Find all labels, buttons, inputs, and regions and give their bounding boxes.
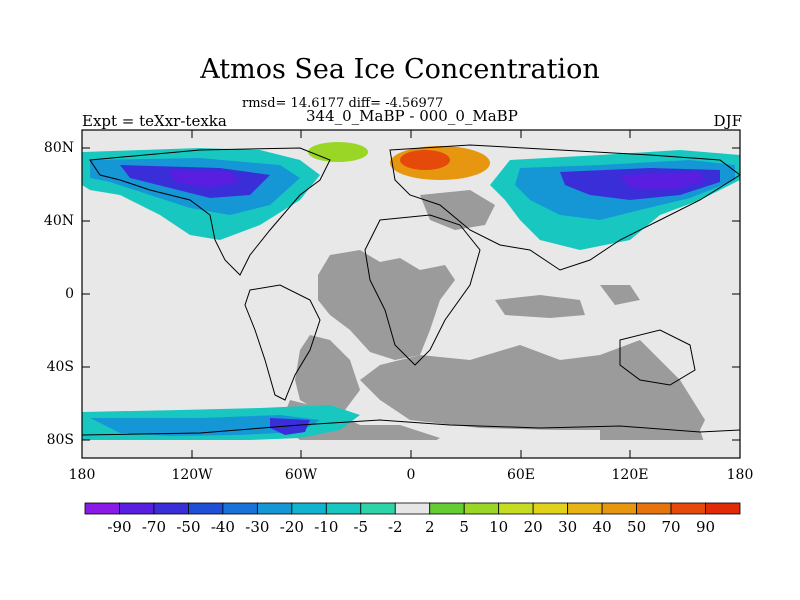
x-tick-label: 0 (406, 467, 416, 483)
colorbar-box (188, 502, 224, 515)
nh-increase-greenland (308, 142, 368, 162)
x-tick-label: 180 (68, 467, 96, 483)
nh-increase-europe-core (400, 150, 450, 170)
sh-band-mid (90, 415, 320, 436)
coast-eurasia (389, 144, 741, 271)
sh-ice-layer (82, 405, 740, 458)
nh-band-deep-east (620, 172, 705, 190)
coast-north-america (89, 147, 331, 276)
period-label: 344_0_MaBP - 000_0_MaBP (306, 107, 518, 125)
chart-title: Atmos Sea Ice Concentration (200, 54, 600, 85)
axis-ticks (81, 130, 741, 458)
nh-band-deep-west (170, 170, 240, 188)
y-tick-label: 0 (65, 286, 74, 302)
x-tick-label: 180 (726, 467, 754, 483)
colorbar-label: 20 (523, 518, 543, 536)
coast-australia (619, 329, 696, 386)
colorbar-box (705, 502, 741, 515)
y-tick-label: 40S (46, 359, 74, 375)
colorbar-box (291, 502, 327, 515)
colorbar-label: -20 (279, 518, 304, 536)
colorbar-label: -50 (176, 518, 201, 536)
colorbar-label: -30 (245, 518, 270, 536)
x-tick-label: 120E (611, 467, 649, 483)
x-tick-label: 60E (506, 467, 536, 483)
x-tick-label: 60W (284, 467, 318, 483)
x-tick-label: 120W (171, 467, 213, 483)
gray-region-india (495, 295, 585, 318)
coastline-layer (81, 144, 741, 436)
colorbar-box (463, 502, 500, 515)
gray-region-southamerica (295, 335, 360, 412)
colorbar-box (325, 502, 362, 515)
experiment-label: Expt = teXxr-texka (82, 112, 227, 130)
colorbar-label: -2 (387, 518, 403, 536)
colorbar-box (153, 502, 189, 515)
colorbar-box (498, 502, 534, 515)
gray-region-indian (360, 340, 705, 430)
colorbar-label: -40 (210, 518, 235, 536)
colorbar-box (394, 502, 431, 515)
colorbar-label: -5 (353, 518, 369, 536)
sh-band-white (82, 440, 740, 458)
coast-south-america (244, 284, 321, 401)
colorbar-label: 40 (592, 518, 612, 536)
colorbar-box (567, 502, 603, 515)
colorbar-box (532, 502, 569, 515)
colorbar-box (84, 502, 120, 515)
colorbar-box (256, 502, 293, 515)
gray-region-asia (420, 190, 495, 230)
y-tick-label: 80S (46, 432, 74, 448)
colorbar-box (636, 502, 672, 515)
colorbar (84, 502, 741, 515)
coast-antarctica (81, 419, 741, 436)
colorbar-label: -70 (141, 518, 167, 536)
colorbar-box (601, 502, 637, 515)
colorbar-label: 5 (459, 518, 469, 536)
colorbar-label: 50 (627, 518, 647, 536)
y-tick-label: 80N (43, 140, 74, 156)
colorbar-label: 10 (489, 518, 509, 536)
colorbar-label: -10 (314, 518, 339, 536)
colorbar-box (429, 502, 465, 515)
sh-band-core (270, 418, 310, 435)
stats-label: rmsd= 14.6177 diff= -4.56977 (242, 96, 444, 111)
colorbar-box (222, 502, 258, 515)
gray-region-east (600, 285, 640, 305)
colorbar-box (119, 502, 155, 515)
colorbar-label: -90 (107, 518, 132, 536)
gray-region-africa (318, 250, 455, 360)
colorbar-box (360, 502, 396, 515)
colorbar-label: 90 (695, 518, 716, 536)
colorbar-box (670, 502, 706, 515)
colorbar-label: 70 (661, 518, 681, 536)
colorbar-label: 30 (558, 518, 578, 536)
coast-africa (364, 214, 481, 366)
season-label: DJF (713, 112, 742, 130)
colorbar-label: 2 (424, 518, 435, 536)
y-tick-label: 40N (43, 213, 74, 229)
